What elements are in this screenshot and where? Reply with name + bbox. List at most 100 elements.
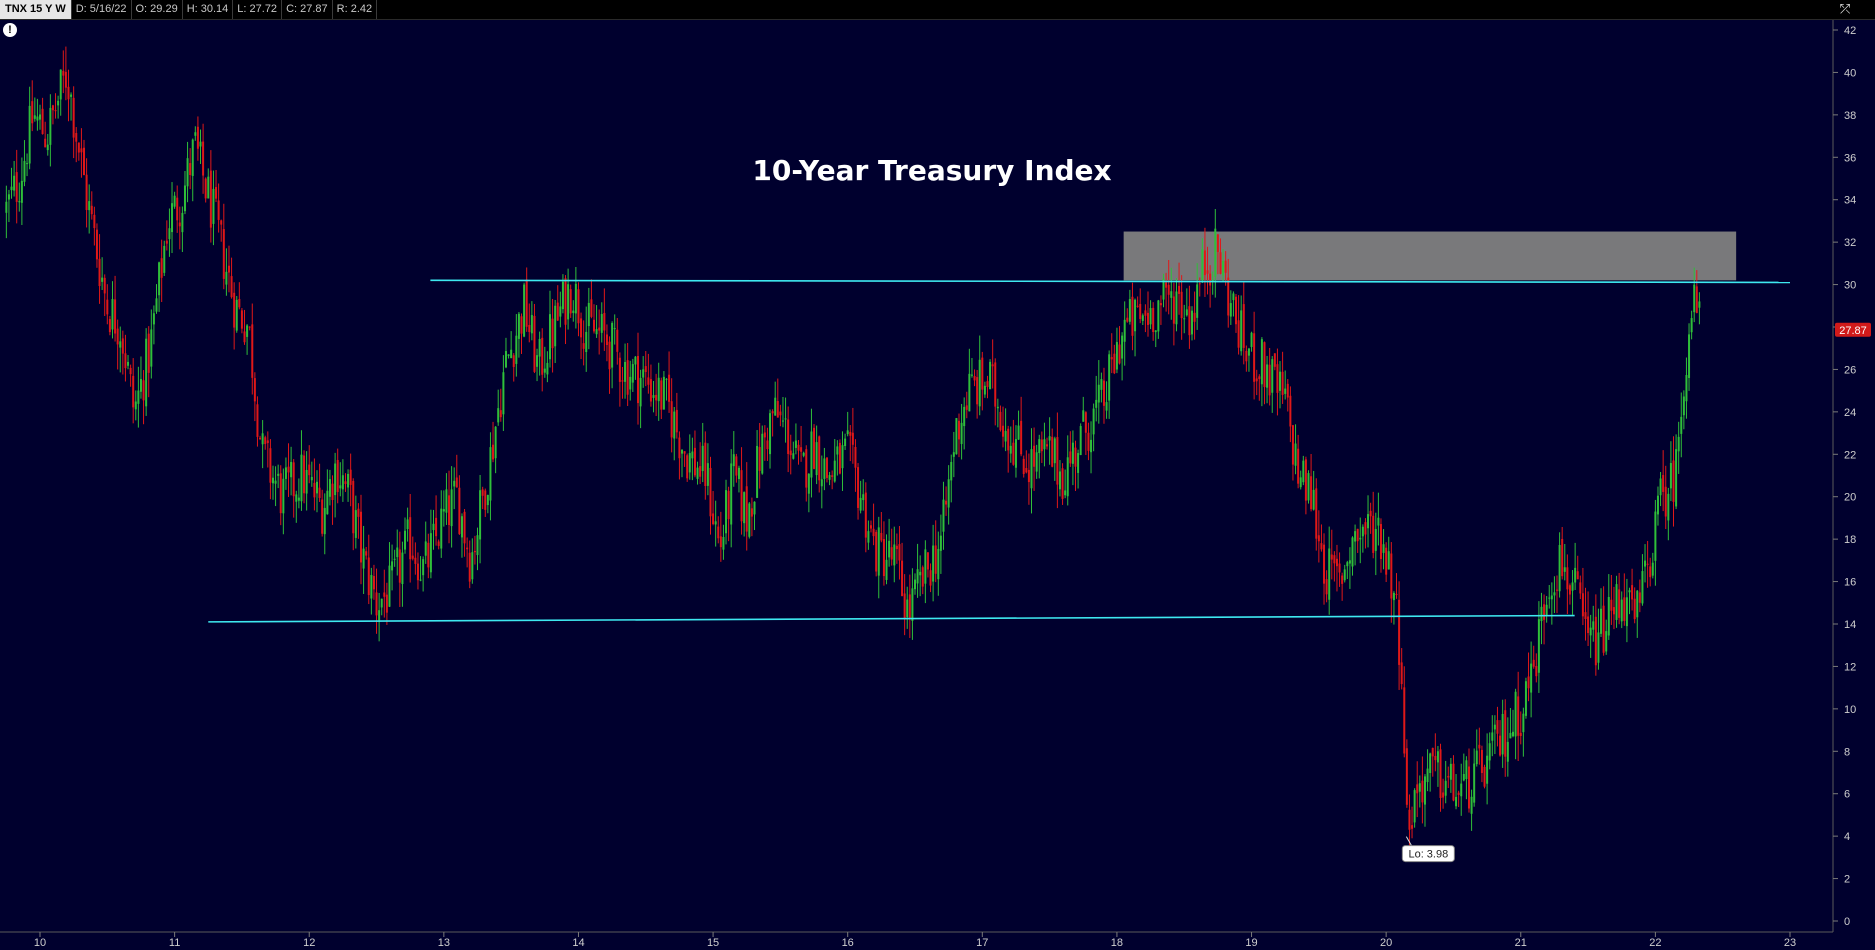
candle-body — [771, 411, 774, 414]
candle — [857, 463, 860, 520]
y-tick-label: 36 — [1844, 152, 1856, 164]
candle — [1227, 258, 1230, 328]
candle-body — [991, 364, 994, 367]
x-tick-label: 18 — [1111, 937, 1123, 949]
candle — [1545, 595, 1548, 623]
candle-body — [240, 310, 243, 329]
candle-body — [1110, 357, 1113, 360]
candle-body — [336, 459, 339, 493]
candle — [145, 328, 148, 416]
x-tick-label: 10 — [34, 937, 46, 949]
candle — [543, 346, 546, 378]
candle-body — [70, 94, 73, 97]
candle — [129, 364, 132, 387]
candle — [1449, 757, 1452, 793]
candle — [1046, 437, 1049, 450]
candle-body — [854, 447, 857, 468]
candle-body — [551, 318, 554, 349]
candle — [411, 536, 414, 561]
candle-body — [142, 380, 145, 401]
candle — [1146, 291, 1149, 337]
candle-body — [533, 315, 536, 372]
candle-body — [1273, 353, 1276, 367]
candle-body — [1563, 567, 1566, 572]
candle — [1662, 450, 1665, 512]
candle-body — [567, 284, 570, 320]
candle — [1638, 579, 1641, 613]
candle-body — [7, 194, 10, 200]
candle — [1512, 709, 1515, 738]
candle-body — [807, 473, 810, 494]
candle — [541, 328, 544, 392]
candle-body — [1656, 495, 1659, 515]
candle-body — [1369, 510, 1372, 517]
candle-body — [763, 432, 766, 438]
candle-body — [1628, 590, 1631, 593]
candle — [209, 150, 212, 243]
candle — [269, 439, 272, 500]
axes-layer: 10 11 12 13 14 15 16 17 18 19 20 21 22 23024681012141… — [0, 20, 1856, 949]
candle — [479, 474, 482, 564]
candle-body — [753, 501, 756, 515]
candle — [1656, 486, 1659, 526]
candle — [1346, 560, 1349, 580]
candle — [393, 549, 396, 567]
candle — [1056, 412, 1059, 509]
symbol-label[interactable]: TNX 15 Y W — [0, 0, 72, 19]
candle-body — [424, 541, 427, 556]
candle-body — [471, 552, 474, 580]
candle-body — [365, 551, 368, 556]
candle-body — [1240, 310, 1243, 352]
high-value: H: 30.14 — [183, 0, 234, 19]
candle — [1631, 568, 1634, 611]
alert-icon[interactable]: ! — [3, 23, 17, 37]
candle — [1087, 422, 1090, 461]
candle-body — [820, 479, 823, 487]
candle-body — [1589, 627, 1592, 636]
candle — [1014, 425, 1017, 478]
candle-body — [1607, 596, 1610, 636]
candle — [271, 465, 274, 500]
candle-body — [1491, 732, 1494, 741]
open-value: O: 29.29 — [132, 0, 183, 19]
candle-body — [1374, 528, 1377, 551]
candle — [378, 592, 381, 642]
candle-body — [111, 299, 114, 330]
candle — [1333, 551, 1336, 582]
candle — [1436, 746, 1439, 787]
candle — [872, 503, 875, 546]
candle-body — [1504, 710, 1507, 757]
candle — [1136, 296, 1139, 308]
candle — [714, 500, 717, 547]
candle-body — [1268, 364, 1271, 396]
candle-body — [670, 401, 673, 438]
candle-body — [411, 555, 414, 559]
candle — [336, 448, 339, 504]
candle-body — [1237, 320, 1240, 348]
candle — [10, 167, 13, 199]
candle — [1022, 455, 1025, 478]
candle — [520, 313, 523, 354]
candle — [681, 449, 684, 478]
candle — [802, 451, 805, 458]
candle-body — [906, 599, 909, 618]
candle — [794, 423, 797, 455]
candle-body — [681, 449, 684, 454]
candle — [800, 425, 803, 462]
candle — [440, 490, 443, 558]
candle — [730, 449, 733, 548]
candle — [1126, 308, 1129, 323]
candle-body — [1480, 749, 1483, 774]
candle — [1403, 666, 1406, 758]
candle-body — [901, 560, 904, 596]
candle-body — [1680, 416, 1683, 434]
candle — [222, 203, 225, 290]
candle — [385, 582, 388, 625]
chart-settings-icon[interactable]: ⤱ — [1839, 1, 1851, 16]
candle — [108, 315, 111, 336]
candle — [598, 309, 601, 355]
candle-body — [1040, 439, 1043, 452]
candle — [171, 182, 174, 254]
candle — [1203, 227, 1206, 297]
